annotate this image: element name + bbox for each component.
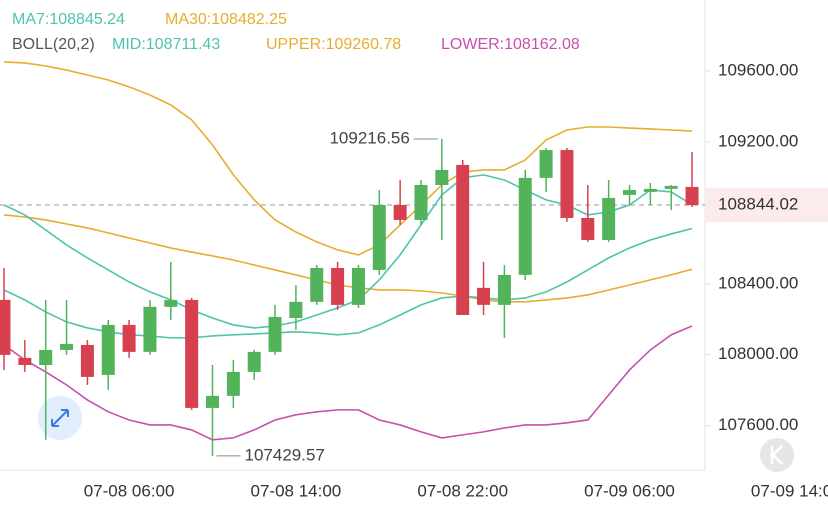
- candle-body: [122, 324, 136, 352]
- candle-body: [331, 267, 345, 305]
- candle-body: [101, 324, 115, 375]
- annotation-label: 107429.57: [245, 445, 325, 464]
- current-price-label: 108844.02: [718, 195, 798, 214]
- x-tick-label: 07-08 06:00: [84, 481, 175, 500]
- legend-entry: UPPER:109260.78: [266, 36, 401, 53]
- y-tick-label: 108000.00: [718, 344, 798, 363]
- candle-body: [393, 205, 407, 220]
- candle-body: [60, 343, 74, 350]
- candle-body: [643, 188, 657, 192]
- candle-body: [18, 357, 32, 366]
- candle-body: [206, 395, 219, 408]
- candle-body: [226, 371, 240, 396]
- candle-body: [664, 185, 678, 189]
- candle-body: [372, 205, 386, 270]
- candle-body: [80, 344, 94, 377]
- y-tick-label: 108400.00: [718, 273, 798, 292]
- candle-body: [560, 150, 574, 218]
- k-button-bg: [760, 438, 794, 472]
- candle-body: [414, 184, 428, 220]
- candle-body: [185, 299, 199, 408]
- indicator-line: [3, 214, 693, 303]
- candle-body: [602, 197, 616, 240]
- candle-body: [685, 186, 699, 206]
- candle-body: [289, 301, 303, 319]
- x-tick-label: 07-08 22:00: [417, 481, 508, 500]
- candle-body: [310, 267, 324, 302]
- candle-body: [497, 274, 511, 305]
- k-button[interactable]: [760, 438, 794, 472]
- legend-entry: MA30:108482.25: [165, 11, 287, 28]
- y-tick-label: 107600.00: [718, 415, 798, 434]
- y-tick-label: 109600.00: [718, 60, 798, 79]
- indicator-line: [3, 325, 693, 441]
- candle-body: [247, 351, 261, 372]
- indicator-line: [3, 61, 693, 256]
- candle-body: [268, 316, 282, 352]
- legend: MA7:108845.24 MA30:108482.25 BOLL(20,2) MID…: [12, 11, 580, 53]
- x-tick-label: 07-09 14:00: [751, 481, 828, 500]
- indicator-line: [3, 227, 693, 339]
- candle-body: [435, 169, 449, 185]
- candle-body: [518, 177, 532, 275]
- candle-body: [164, 299, 178, 307]
- candle-body: [539, 150, 553, 178]
- candle-body: [143, 306, 157, 352]
- candle-body: [351, 267, 365, 305]
- current-price-box: [706, 188, 828, 223]
- x-tick-label: 07-08 14:00: [251, 481, 342, 500]
- legend-entry: LOWER:108162.08: [441, 36, 580, 53]
- expand-icon[interactable]: [38, 396, 82, 440]
- candle-body: [581, 217, 595, 240]
- legend-entry: BOLL(20,2): [12, 36, 95, 53]
- candle-body: [623, 189, 636, 195]
- candle-body: [477, 287, 491, 305]
- indicator-line: [3, 174, 693, 329]
- x-tick-label: 07-09 06:00: [584, 481, 675, 500]
- legend-entry: MID:108711.43: [112, 36, 220, 53]
- legend-entry: MA7:108845.24: [12, 11, 125, 28]
- candle-body: [39, 349, 53, 366]
- y-tick-label: 109200.00: [718, 131, 798, 150]
- candle-body: [456, 164, 470, 315]
- expand-icon-glyph: [51, 409, 69, 427]
- annotation-label: 109216.56: [329, 128, 409, 147]
- k-button-glyph: [770, 445, 783, 465]
- candle-body: [0, 299, 11, 355]
